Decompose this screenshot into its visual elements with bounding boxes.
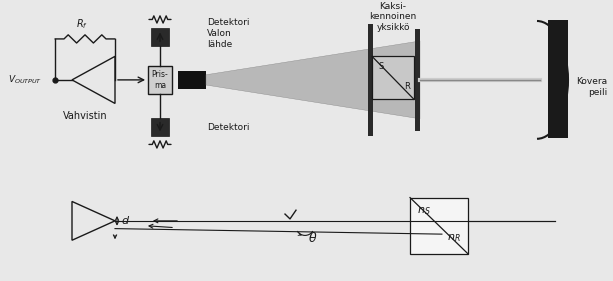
Bar <box>372 56 414 99</box>
Text: S: S <box>378 62 384 71</box>
Text: Detektori
Valon
lähde: Detektori Valon lähde <box>207 18 249 49</box>
Text: Kovera
peili: Kovera peili <box>576 77 607 97</box>
Bar <box>151 118 169 136</box>
Text: $n_R$: $n_R$ <box>447 232 461 244</box>
Bar <box>178 71 206 89</box>
Text: Vahvistin: Vahvistin <box>63 111 107 121</box>
Bar <box>548 21 568 138</box>
Text: R: R <box>404 82 410 91</box>
Bar <box>148 65 172 94</box>
Bar <box>368 24 373 136</box>
Text: Pris-
ma: Pris- ma <box>151 70 169 90</box>
Text: $d$: $d$ <box>121 214 130 226</box>
Polygon shape <box>206 41 420 119</box>
Text: $n_S$: $n_S$ <box>417 205 431 217</box>
Text: $\theta$: $\theta$ <box>308 231 318 245</box>
Text: Kaksi-
kennoinen
yksikkö: Kaksi- kennoinen yksikkö <box>370 2 417 32</box>
Bar <box>415 29 420 131</box>
Text: $V_{OUTPUT}$: $V_{OUTPUT}$ <box>8 73 42 86</box>
Bar <box>410 198 468 254</box>
Text: $R_f$: $R_f$ <box>76 17 88 31</box>
Bar <box>151 28 169 46</box>
Text: Detektori: Detektori <box>207 123 249 132</box>
